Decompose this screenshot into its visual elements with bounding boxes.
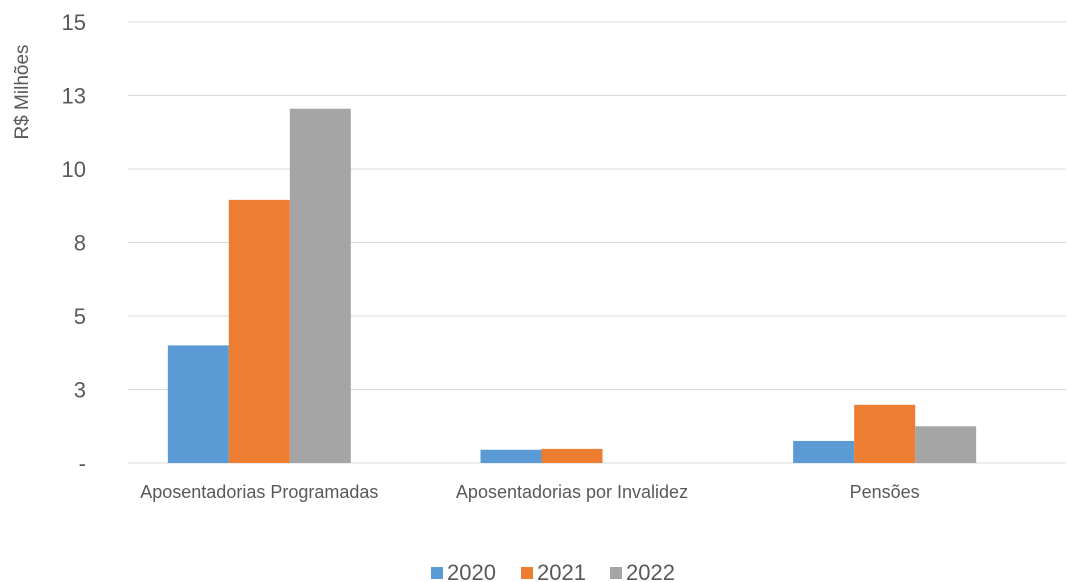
y-tick-label: 3	[74, 378, 86, 403]
y-tick-label: 13	[62, 84, 86, 109]
y-axis-label: R$ Milhões	[12, 44, 33, 139]
legend-swatch-2022	[610, 567, 622, 579]
x-category-label: Pensões	[850, 482, 920, 502]
bar-2020	[167, 345, 229, 463]
y-axis-ticks: - 3 5 8 10 13 15	[62, 10, 86, 476]
legend-label: 2021	[537, 560, 586, 582]
bar-2022	[289, 108, 351, 463]
bar-2020	[793, 440, 855, 463]
y-tick-label: 8	[74, 231, 86, 256]
bar-2022	[915, 426, 977, 463]
bar-2021	[541, 448, 603, 463]
legend-label: 2022	[626, 560, 675, 582]
legend-label: 2020	[447, 560, 496, 582]
y-tick-label: 15	[62, 10, 86, 35]
x-category-label: Aposentadorias Programadas	[140, 482, 378, 502]
y-tick-label: 5	[74, 304, 86, 329]
x-axis-categories: Aposentadorias Programadas Aposentadorias…	[140, 482, 919, 502]
bar-2020	[480, 449, 542, 463]
legend: 2020 2021 2022	[431, 560, 675, 582]
y-tick-label: -	[79, 451, 86, 476]
x-category-label: Aposentadorias por Invalidez	[456, 482, 688, 502]
bar-2021	[228, 199, 290, 463]
y-tick-label: 10	[62, 157, 86, 182]
bars	[167, 108, 977, 463]
legend-swatch-2021	[521, 567, 533, 579]
bar-2021	[854, 404, 916, 463]
legend-swatch-2020	[431, 567, 443, 579]
